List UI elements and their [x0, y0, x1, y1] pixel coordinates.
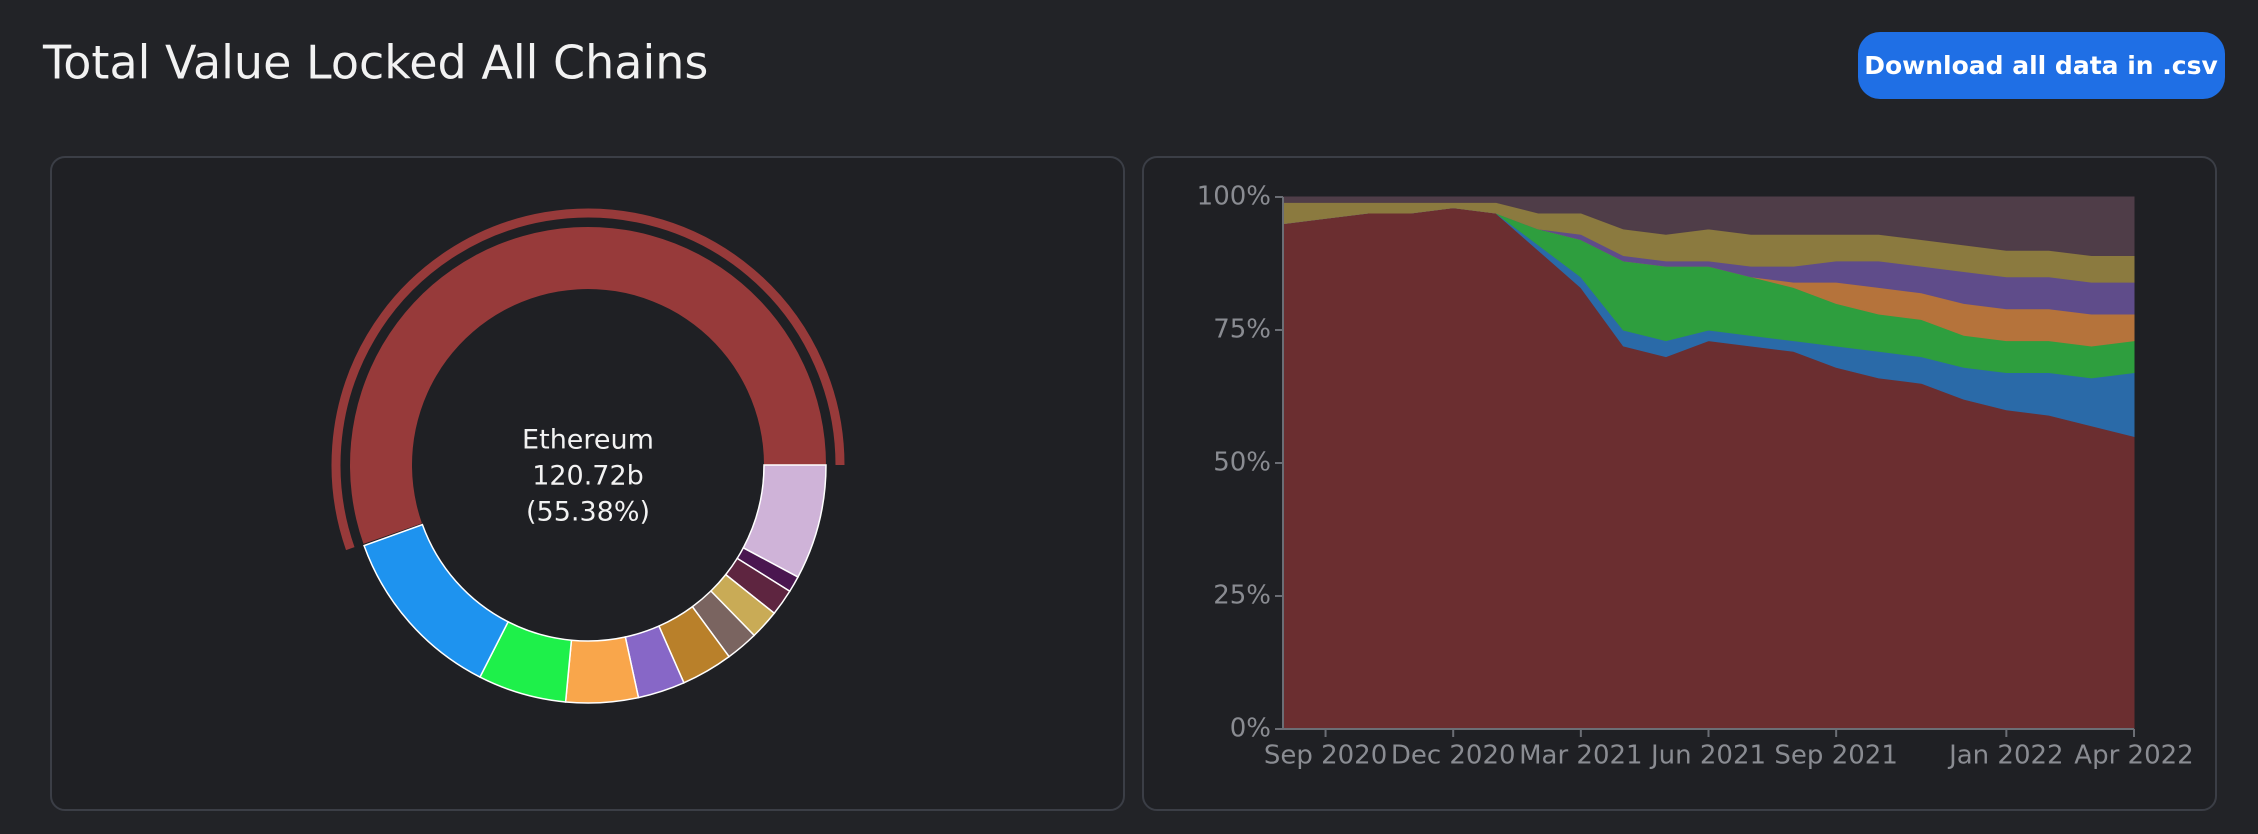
pie-slice	[564, 636, 640, 704]
x-tick-label: Sep 2020	[1264, 741, 1387, 771]
x-tick-label: Dec 2020	[1391, 741, 1516, 771]
pie-slice	[363, 523, 510, 679]
x-tick-label: Jan 2022	[1947, 741, 2064, 771]
x-tick-label: Sep 2021	[1774, 741, 1897, 771]
button-label[interactable]: Download all data in .csv	[1864, 51, 2218, 80]
x-tick-label: Mar 2021	[1519, 741, 1643, 771]
center-name: Ethereum	[522, 425, 654, 456]
y-tick-label: 25%	[1213, 581, 1271, 611]
y-tick-label: 75%	[1213, 315, 1271, 345]
y-tick-label: 0%	[1230, 714, 1271, 744]
center-value: 120.72b	[532, 461, 644, 492]
page-title: Total Value Locked All Chains	[42, 36, 708, 90]
y-tick-label: 50%	[1213, 448, 1271, 478]
button-bg[interactable]	[1858, 32, 2225, 99]
y-tick-label: 100%	[1197, 182, 1271, 212]
active-arc	[331, 208, 845, 551]
center-percent: (55.38%)	[526, 497, 650, 528]
x-tick-label: Jun 2021	[1649, 741, 1766, 771]
panel	[50, 156, 1125, 811]
pie-slice	[350, 227, 826, 544]
x-tick-label: Apr 2022	[2074, 741, 2193, 771]
area-series	[1282, 196, 2135, 257]
download-button[interactable]: Download all data in .csv	[1858, 32, 2225, 99]
